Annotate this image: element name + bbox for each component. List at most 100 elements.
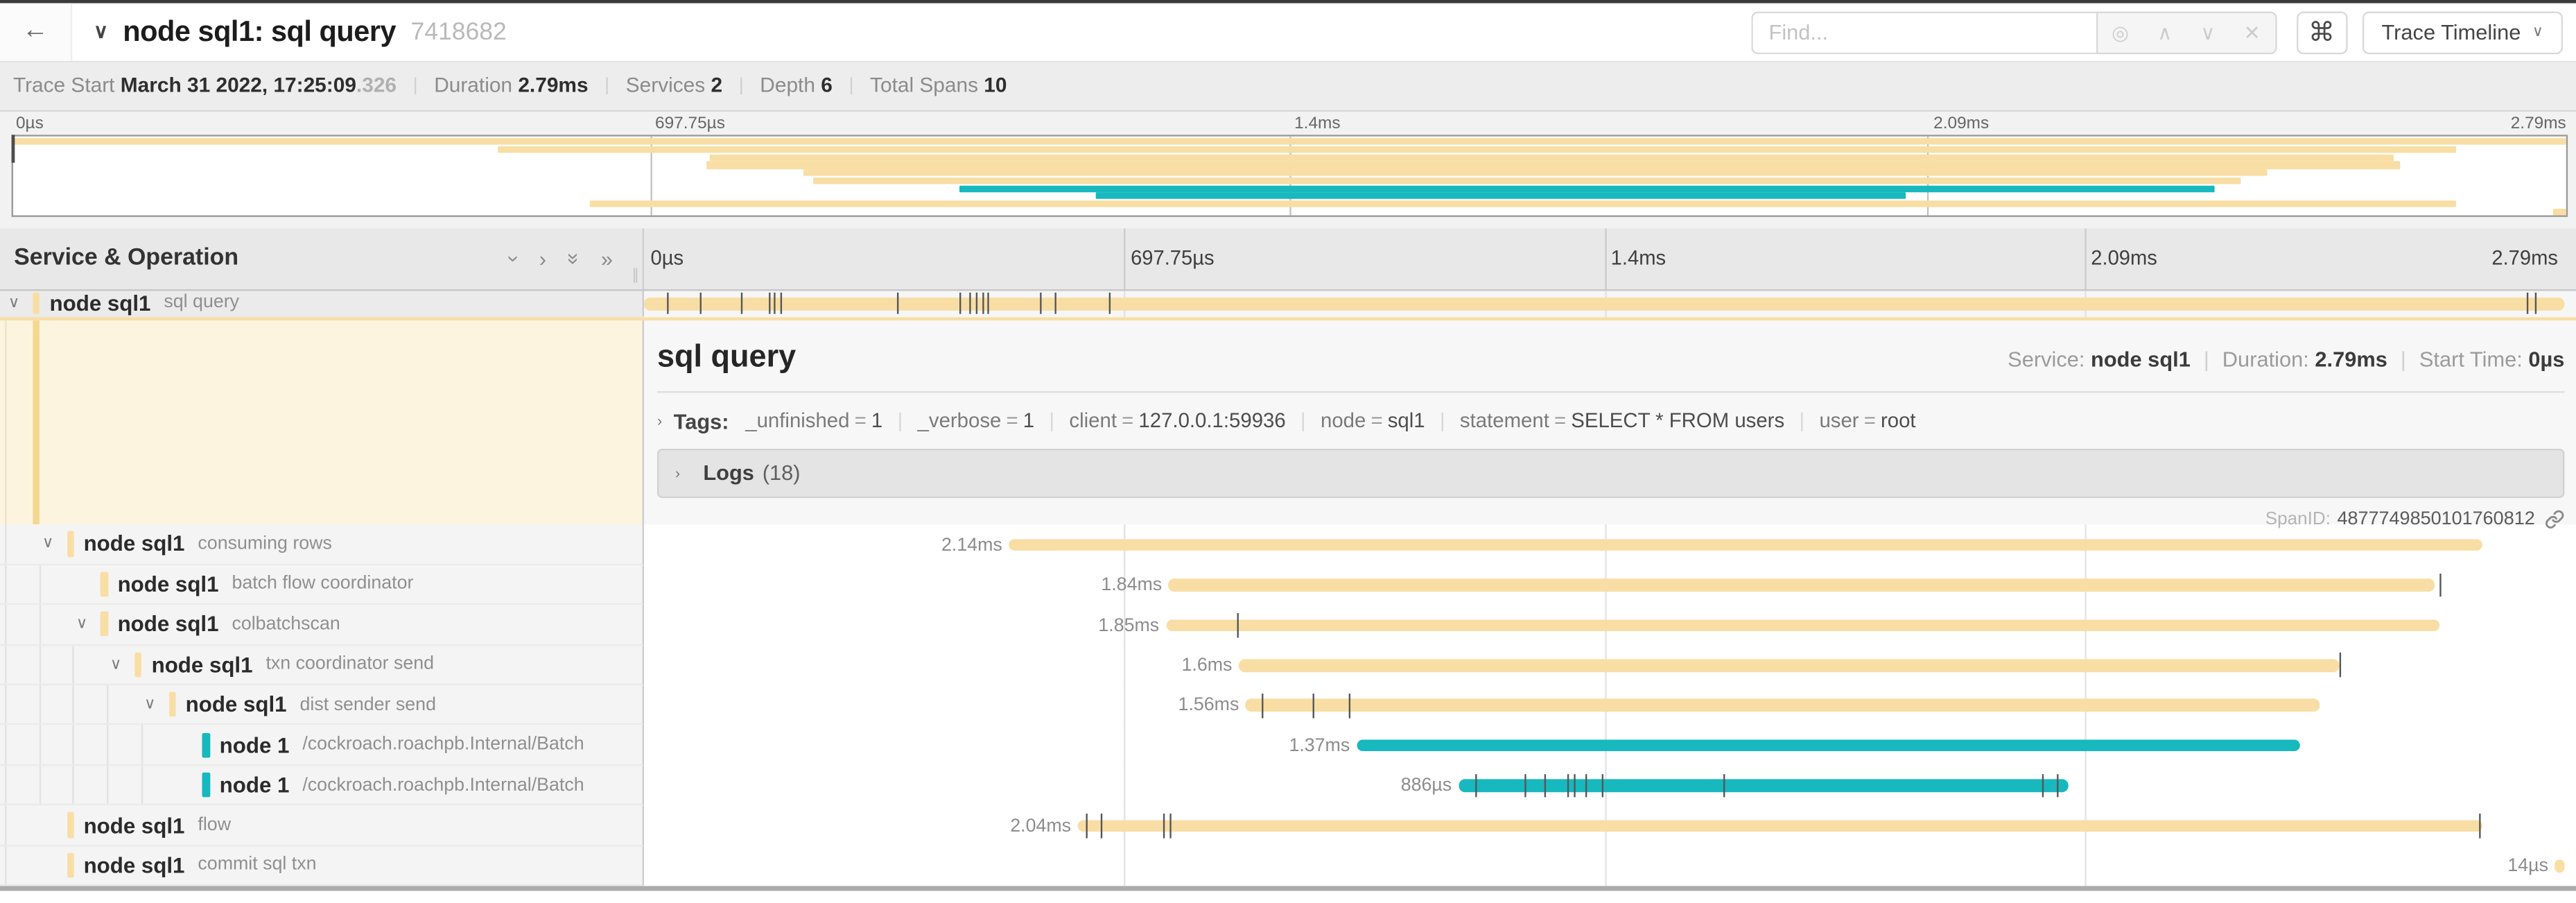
expand-all-icon[interactable]: » (600, 246, 613, 271)
span-row[interactable]: node 1 /cockroach.roachpb.Internal/Batch… (0, 766, 2576, 807)
tree-cell[interactable]: ∨ node sql1 txn coordinator send (0, 645, 645, 686)
trace-stat: Services 2 (625, 74, 723, 98)
span-bar[interactable] (1356, 739, 2300, 752)
duration-label: 1.85ms (1098, 615, 1160, 636)
expand-one-icon[interactable]: › (539, 246, 547, 271)
indent-guide (107, 685, 141, 724)
span-row[interactable]: ∨ node sql1 dist sender send 1.56ms (0, 685, 2576, 726)
span-color-bar (202, 732, 210, 757)
prev-result-icon[interactable]: ∧ (2157, 21, 2173, 44)
timeline-cell[interactable] (644, 291, 2576, 318)
span-bar[interactable] (1077, 819, 2482, 832)
timeline-cell[interactable]: 1.56ms (644, 685, 2576, 726)
keyboard-shortcuts-button[interactable]: ⌘ (2296, 11, 2347, 54)
log-tick (1101, 814, 1103, 839)
span-bar[interactable] (1458, 779, 2069, 792)
stat-divider: | (412, 76, 418, 96)
find-bar: ◎ ∧ ∨ ✕ (1750, 11, 2277, 54)
span-row[interactable]: ∨ node sql1 consuming rows 2.14ms (0, 524, 2576, 565)
tag-item: client = 127.0.0.1:59936 (1069, 410, 1286, 433)
tree-cell[interactable]: ∨ node sql1 colbatchscan (0, 605, 645, 646)
tree-cell[interactable]: ∨ node sql1 consuming rows (0, 524, 645, 565)
span-row[interactable]: node sql1 flow 2.04ms (0, 806, 2576, 846)
back-button[interactable]: ← (0, 2, 73, 61)
meta-item: Start Time: 0µs (2419, 346, 2565, 372)
duration-label: 1.6ms (1181, 655, 1233, 676)
tags-row[interactable]: › Tags: _unfinished = 1 | _verbose = 1 | client =… (657, 409, 2564, 434)
logs-row[interactable]: › Logs (18) (656, 448, 2565, 499)
tree-cell[interactable]: node 1 /cockroach.roachpb.Internal/Batch (0, 725, 645, 766)
collapse-one-icon[interactable]: › (502, 255, 527, 263)
minimap-strip (2553, 208, 2566, 216)
timeline-cell[interactable]: 1.6ms (644, 645, 2576, 686)
tag-divider: | (897, 410, 903, 433)
span-color-bar (101, 571, 108, 597)
span-row[interactable]: ∨ node sql1 colbatchscan 1.85ms (0, 605, 2576, 646)
locate-icon[interactable]: ◎ (2112, 21, 2129, 44)
expand-chevron-icon[interactable]: ∨ (143, 696, 156, 714)
span-bar[interactable] (1165, 619, 2439, 632)
span-row[interactable]: node sql1 batch flow coordinator 1.84ms (0, 565, 2576, 605)
tags-label: Tags: (673, 409, 729, 434)
timeline-cell[interactable]: 1.37ms (644, 725, 2576, 766)
span-row[interactable]: node 1 /cockroach.roachpb.Internal/Batch… (0, 725, 2576, 766)
clear-search-icon[interactable]: ✕ (2243, 21, 2261, 44)
indent-guide (5, 725, 39, 764)
next-result-icon[interactable]: ∨ (2200, 21, 2216, 44)
link-icon[interactable] (2545, 510, 2564, 529)
indent-guide (5, 766, 39, 805)
tree-cell[interactable]: node sql1 commit sql txn (0, 845, 645, 886)
log-tick (1261, 693, 1264, 718)
timeline-cell[interactable]: 2.14ms (644, 524, 2576, 565)
trace-stat: Total Spans 10 (870, 74, 1007, 98)
minimap-drag-handle[interactable] (10, 135, 15, 164)
timeline-minimap-section: 0µs 697.75µs 1.4ms 2.09ms 2.79ms (0, 111, 2576, 229)
timeline-grid-line (1124, 605, 1126, 646)
timeline-grid-line (1124, 845, 1126, 886)
span-row[interactable]: node sql1 commit sql txn 14µs (0, 845, 2576, 886)
log-tick (773, 293, 776, 315)
column-resize-grip[interactable]: ∥ (632, 266, 639, 283)
timeline-cell[interactable]: 14µs (644, 845, 2576, 886)
axis-tick-label: 2.79ms (2510, 114, 2566, 133)
log-tick (699, 293, 701, 315)
span-color-line (33, 320, 40, 525)
timeline-cell[interactable]: 1.84ms (644, 565, 2576, 605)
span-bar[interactable] (644, 298, 2565, 311)
minimap-viewport[interactable] (10, 134, 2568, 217)
horizontal-scrollbar[interactable] (0, 886, 2576, 891)
span-row[interactable]: ∨ node sql1 txn coordinator send 1.6ms (0, 645, 2576, 686)
span-bar[interactable] (1245, 699, 2320, 712)
span-row[interactable]: ∨ node sql1 sql query (0, 291, 2576, 318)
span-bar[interactable] (2555, 859, 2565, 872)
tree-cell[interactable]: node 1 /cockroach.roachpb.Internal/Batch (0, 766, 645, 807)
tree-cell[interactable]: ∨ node sql1 sql query (0, 291, 645, 318)
timeline-axis-header: 0µs 697.75µs 1.4ms 2.09ms 2.79ms (644, 228, 2576, 290)
expand-chevron-icon[interactable]: ∨ (110, 655, 122, 674)
span-bar[interactable] (1238, 659, 2340, 672)
timeline-cell[interactable]: 886µs (644, 766, 2576, 807)
duration-label: 1.56ms (1178, 696, 1239, 716)
span-bar[interactable] (1168, 578, 2435, 592)
span-bar[interactable] (1009, 538, 2482, 551)
chevron-right-icon: › (675, 465, 681, 482)
log-tick (1525, 773, 1527, 798)
timeline-cell[interactable]: 2.04ms (644, 806, 2576, 846)
tree-cell[interactable]: node sql1 batch flow coordinator (0, 565, 645, 605)
tree-cell[interactable]: node sql1 flow (0, 806, 645, 846)
duration-label: 2.14ms (941, 535, 1002, 556)
trace-collapse-chevron-icon[interactable]: ∨ (94, 20, 108, 44)
view-selector-button[interactable]: Trace Timeline ∨ (2362, 11, 2564, 54)
tag-item: statement = SELECT * FROM users (1459, 410, 1785, 433)
expand-chevron-icon[interactable]: ∨ (76, 615, 88, 634)
expand-chevron-icon[interactable]: ∨ (42, 535, 54, 553)
find-input[interactable] (1750, 11, 2096, 54)
expand-chevron-icon[interactable]: ∨ (8, 294, 20, 313)
timeline-cell[interactable]: 1.85ms (644, 605, 2576, 646)
collapse-all-icon[interactable]: » (561, 252, 586, 265)
minimap-strip (1095, 192, 1906, 200)
service-name: node 1 (219, 773, 290, 798)
header-controls: ◎ ∧ ∨ ✕ ⌘ Trace Timeline ∨ (1750, 11, 2564, 54)
tree-cell[interactable]: ∨ node sql1 dist sender send (0, 685, 645, 726)
log-tick (2480, 814, 2482, 839)
